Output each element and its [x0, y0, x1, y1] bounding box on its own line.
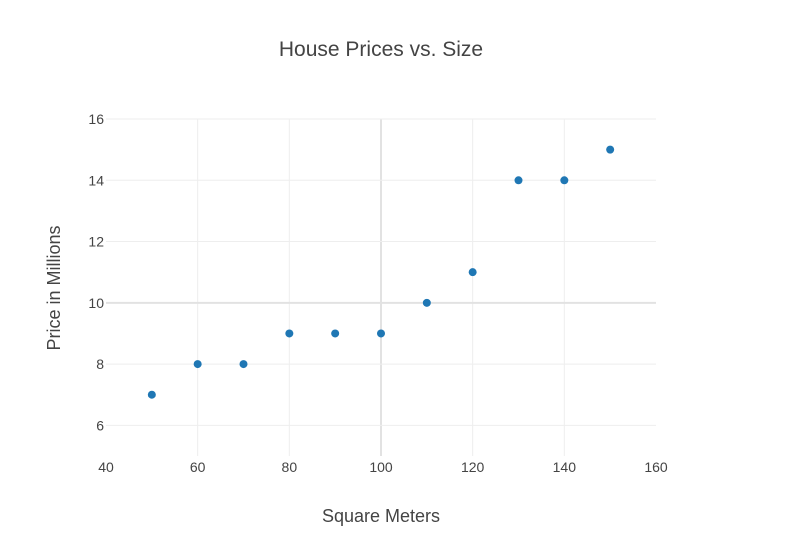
y-tick-label: 8	[96, 356, 104, 372]
data-points	[147, 145, 615, 399]
y-axis-title: Price in Millions	[44, 225, 64, 350]
x-tick-label: 60	[190, 459, 206, 475]
data-point[interactable]	[147, 390, 156, 399]
data-point[interactable]	[377, 329, 385, 338]
y-tick-label: 12	[88, 234, 104, 250]
x-tick-label: 120	[461, 459, 485, 475]
x-tick-label: 160	[644, 459, 668, 475]
data-point[interactable]	[422, 298, 431, 307]
x-axis-ticks: 40 60 80 100 120 140 160	[98, 459, 668, 475]
data-point[interactable]	[285, 329, 294, 338]
y-tick-label: 16	[88, 111, 104, 127]
data-point[interactable]	[606, 145, 615, 154]
y-axis-ticks: 6 8 10 12 14 16	[88, 111, 104, 433]
x-axis-title: Square Meters	[322, 506, 440, 526]
data-point[interactable]	[468, 268, 477, 277]
y-tick-label: 14	[88, 172, 104, 188]
y-tick-label: 6	[96, 417, 104, 433]
data-point[interactable]	[560, 176, 569, 185]
x-tick-label: 140	[553, 459, 577, 475]
x-tick-label: 40	[98, 459, 114, 475]
x-tick-label: 100	[369, 459, 393, 475]
y-tick-label: 10	[88, 295, 104, 311]
data-point[interactable]	[514, 176, 523, 185]
data-point[interactable]	[331, 329, 340, 338]
chart-title: House Prices vs. Size	[279, 38, 483, 61]
data-point[interactable]	[193, 360, 202, 369]
data-point[interactable]	[239, 360, 248, 369]
x-tick-label: 80	[282, 459, 298, 475]
